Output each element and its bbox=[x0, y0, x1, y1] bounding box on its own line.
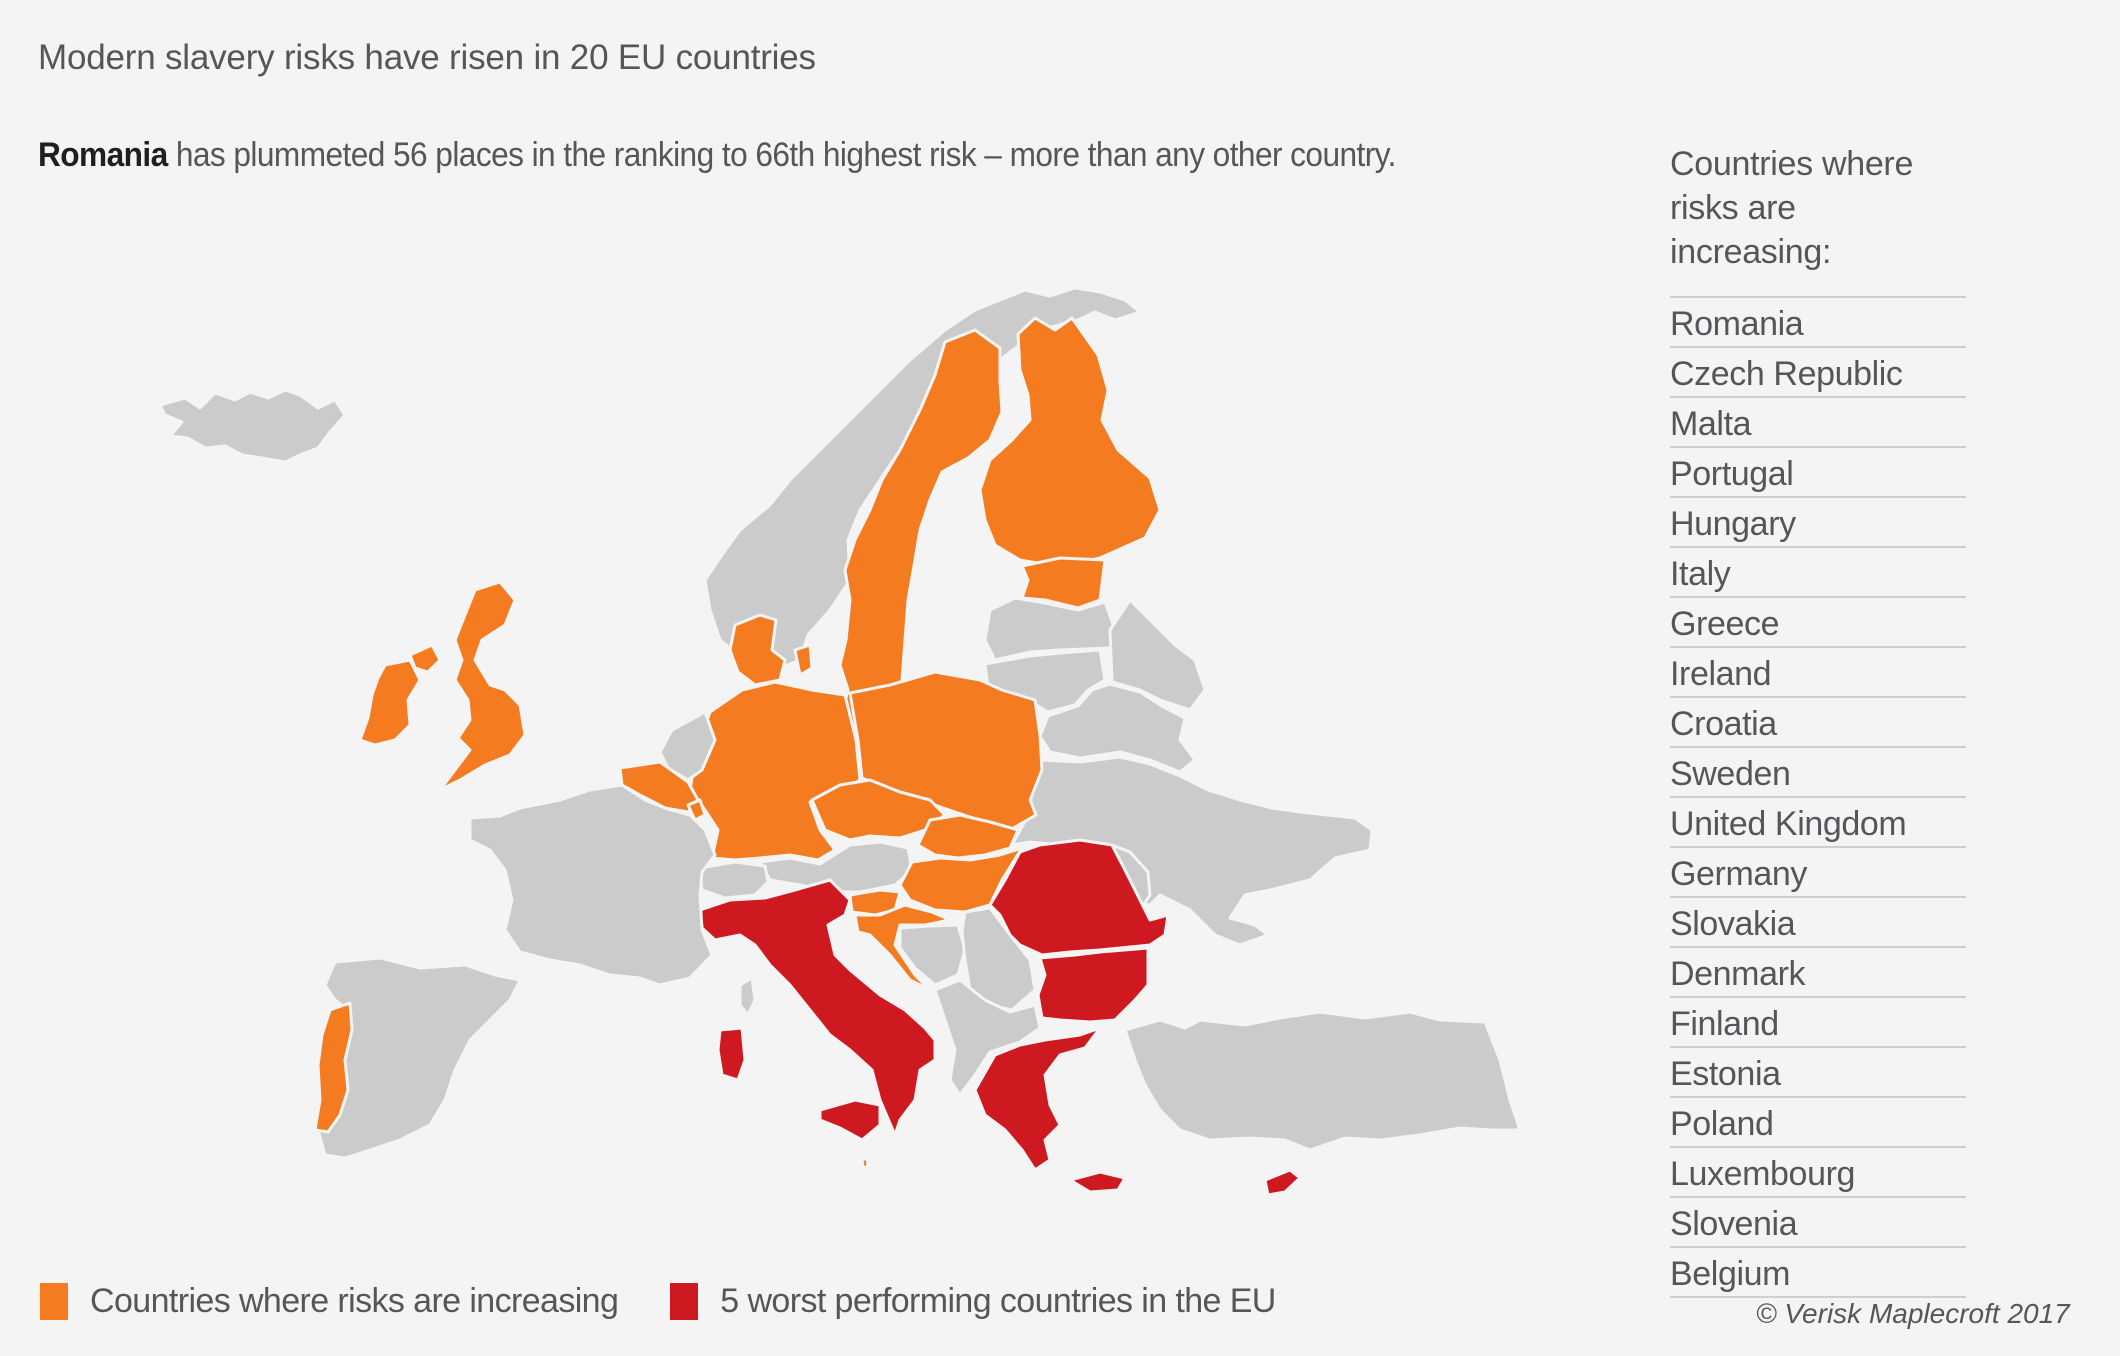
country-finland bbox=[978, 316, 1162, 569]
country-united-kingdom bbox=[408, 580, 527, 792]
copyright: © Verisk Maplecroft 2017 bbox=[1756, 1298, 2070, 1329]
legend-item-increasing: Countries where risks are increasing bbox=[40, 1282, 619, 1321]
country-portugal bbox=[313, 1001, 354, 1134]
countries-sidebar: Countries where risks are increasing: Ro… bbox=[1670, 142, 1966, 1298]
country-switzerland bbox=[698, 860, 770, 900]
countries-list: Romania Czech Republic Malta Portugal Hu… bbox=[1670, 298, 1966, 1298]
country-estonia bbox=[1020, 556, 1107, 610]
sidebar-heading-line2: risks are increasing: bbox=[1670, 189, 1832, 271]
list-item: Estonia bbox=[1670, 1048, 1966, 1098]
list-item: Romania bbox=[1670, 298, 1966, 348]
red-swatch-icon bbox=[670, 1283, 699, 1320]
country-iceland bbox=[158, 388, 347, 464]
list-item: Italy bbox=[1670, 548, 1966, 598]
list-item: Germany bbox=[1670, 848, 1966, 898]
country-bulgaria bbox=[1036, 946, 1150, 1024]
list-item: Slovenia bbox=[1670, 1198, 1966, 1248]
country-luxembourg bbox=[686, 798, 707, 822]
country-ireland bbox=[358, 658, 422, 747]
map-legend: Countries where risks are increasing 5 w… bbox=[40, 1282, 1328, 1321]
list-item: Portugal bbox=[1670, 448, 1966, 498]
list-item: Hungary bbox=[1670, 498, 1966, 548]
legend-label: Countries where risks are increasing bbox=[90, 1282, 619, 1320]
legend-item-worst: 5 worst performing countries in the EU bbox=[670, 1282, 1276, 1321]
country-netherlands bbox=[658, 710, 717, 782]
list-item: Slovakia bbox=[1670, 898, 1966, 948]
country-romania bbox=[988, 838, 1170, 957]
country-denmark bbox=[728, 613, 814, 687]
list-item: Denmark bbox=[1670, 948, 1966, 998]
country-greece bbox=[973, 1026, 1127, 1194]
list-item: Finland bbox=[1670, 998, 1966, 1048]
subtitle-text: has plummeted 56 places in the ranking t… bbox=[167, 136, 1397, 174]
subtitle-highlight-country: Romania bbox=[38, 136, 168, 174]
country-croatia bbox=[853, 903, 952, 992]
list-item: United Kingdom bbox=[1670, 798, 1966, 848]
country-russia bbox=[1108, 598, 1207, 712]
country-italy bbox=[698, 878, 937, 1142]
list-item: Belgium bbox=[1670, 1248, 1966, 1298]
list-item: Croatia bbox=[1670, 698, 1966, 748]
list-item: Malta bbox=[1670, 398, 1966, 448]
country-belarus bbox=[1038, 682, 1197, 774]
sidebar-heading: Countries where risks are increasing: bbox=[1670, 142, 1966, 298]
page-title: Modern slavery risks have risen in 20 EU… bbox=[38, 38, 816, 77]
orange-swatch-icon bbox=[40, 1283, 68, 1320]
country-france bbox=[468, 783, 717, 987]
list-item: Sweden bbox=[1670, 748, 1966, 798]
country-slovakia bbox=[916, 813, 1020, 860]
list-item: Greece bbox=[1670, 598, 1966, 648]
sidebar-heading-line1: Countries where bbox=[1670, 145, 1914, 183]
country-spain bbox=[316, 956, 522, 1160]
country-bosnia bbox=[898, 923, 967, 987]
subtitle: Romania has plummeted 56 places in the r… bbox=[38, 136, 1396, 175]
country-turkey bbox=[1123, 1010, 1522, 1152]
list-item: Czech Republic bbox=[1670, 348, 1966, 398]
list-item: Luxembourg bbox=[1670, 1148, 1966, 1198]
country-corsica bbox=[738, 976, 757, 1017]
legend-label: 5 worst performing countries in the EU bbox=[720, 1282, 1276, 1320]
list-item: Ireland bbox=[1670, 648, 1966, 698]
country-malta bbox=[860, 1156, 870, 1170]
country-cyprus bbox=[1263, 1168, 1302, 1197]
list-item: Poland bbox=[1670, 1098, 1966, 1148]
country-western-balkans bbox=[933, 978, 1042, 1097]
